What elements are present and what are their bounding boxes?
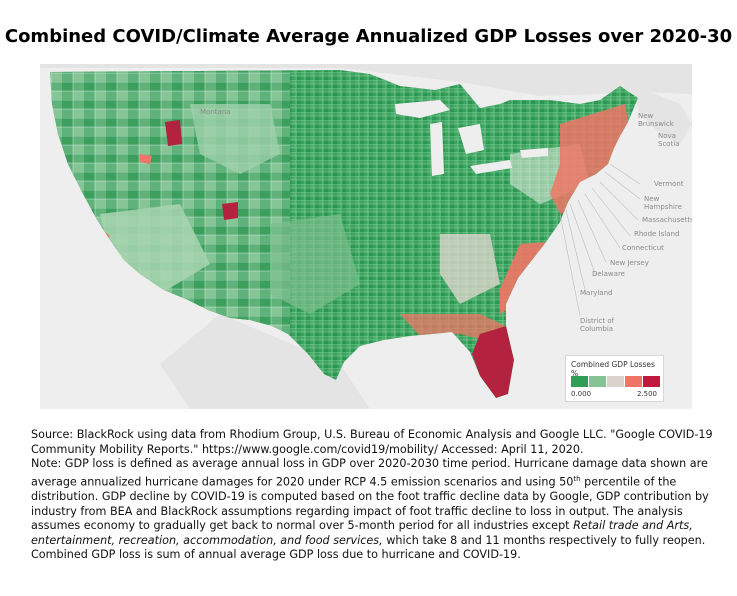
legend-swatch-2 xyxy=(589,376,606,387)
source-line: Source: BlackRock using data from Rhodiu… xyxy=(31,428,713,456)
legend-swatch-1 xyxy=(571,376,588,387)
legend-color-bar xyxy=(571,376,661,387)
label-rhode-island: Rhode Island xyxy=(634,230,680,238)
lake-erie xyxy=(470,160,512,174)
source-note: Source: BlackRock using data from Rhodiu… xyxy=(31,428,721,563)
chart-title: Combined COVID/Climate Average Annualize… xyxy=(4,26,733,47)
label-connecticut: Connecticut xyxy=(622,244,664,252)
color-legend: Combined GDP Losses % 0.000 2.500 xyxy=(565,355,664,402)
note-part-a: Note: GDP loss is defined as average ann… xyxy=(31,457,708,489)
choropleth-map[interactable]: Montana New Brunswick Nova Scotia Vermon… xyxy=(40,64,692,409)
mexico-land xyxy=(160,314,370,409)
label-new-brunswick: New Brunswick xyxy=(638,112,674,128)
note-part-b: percentile of the distribution. GDP decl… xyxy=(31,475,709,533)
legend-swatch-4 xyxy=(625,376,642,387)
label-montana: Montana xyxy=(200,108,231,116)
lake-superior xyxy=(395,100,450,118)
state-pointer-lines xyxy=(559,163,641,317)
map-svg xyxy=(40,64,692,409)
note-part-c: which take 8 and 11 months respectively … xyxy=(31,533,706,562)
label-nova-scotia: Nova Scotia xyxy=(658,132,680,148)
label-maryland: Maryland xyxy=(580,289,613,297)
label-vermont: Vermont xyxy=(654,180,684,188)
maritimes-land xyxy=(630,84,692,144)
legend-min: 0.000 xyxy=(571,390,592,398)
legend-max: 2.500 xyxy=(636,390,657,398)
lake-ontario xyxy=(520,148,548,158)
label-district-of-columbia: District of Columbia xyxy=(580,317,615,333)
label-delaware: Delaware xyxy=(592,270,625,278)
note-italic: Retail trade and Arts, entertainment, re… xyxy=(31,519,693,547)
label-massachusetts: Massachusetts xyxy=(642,216,692,224)
note-superscript: th xyxy=(573,474,581,483)
canada-land xyxy=(40,64,692,96)
legend-title: Combined GDP Losses % xyxy=(571,360,655,378)
label-new-jersey: New Jersey xyxy=(610,259,649,267)
note-paragraph: Note: GDP loss is defined as average ann… xyxy=(31,457,721,563)
legend-swatch-5 xyxy=(643,376,660,387)
lake-michigan xyxy=(430,122,444,176)
legend-swatch-3 xyxy=(607,376,624,387)
label-new-hampshire: New Hampshire xyxy=(644,195,682,211)
lake-huron xyxy=(458,124,484,154)
